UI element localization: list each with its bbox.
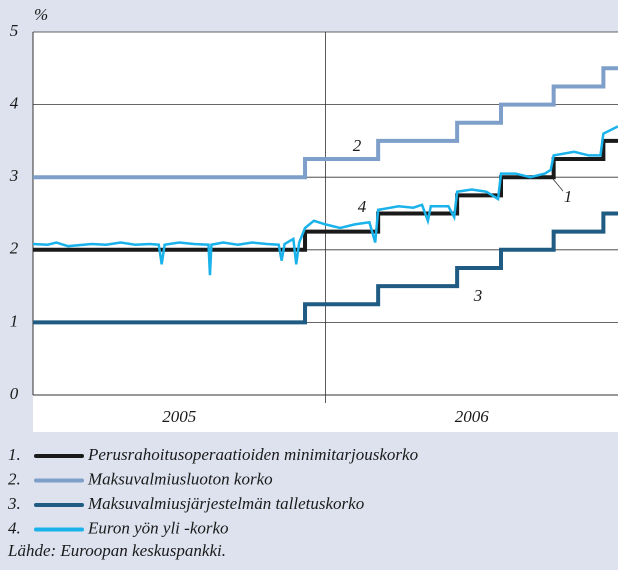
legend-label: Maksuvalmiusluoton korko: [87, 469, 273, 488]
annotation: 2: [353, 136, 362, 155]
y-tick-label: 0: [10, 384, 19, 403]
y-tick-label: 3: [9, 166, 19, 185]
series-line: [33, 211, 618, 325]
source: Lähde: Euroopan keskuspankki.: [7, 541, 226, 560]
series-line: [32, 125, 618, 276]
legend-number: 2.: [8, 469, 21, 488]
annotation: 3: [473, 286, 483, 305]
annotation: 4: [358, 197, 367, 216]
series-line: [33, 66, 618, 180]
series-line: [33, 138, 618, 252]
legend-label: Euron yön yli -korko: [87, 518, 229, 537]
x-tick-label: 2006: [455, 407, 490, 426]
legend-label: Maksuvalmiusjärjestelmän talletuskorko: [87, 494, 364, 513]
legend-label: Perusrahoitusoperaatioiden minimitarjous…: [87, 445, 418, 464]
y-tick-label: 2: [10, 239, 19, 258]
legend-number: 3.: [7, 494, 21, 513]
legend-number: 4.: [8, 518, 21, 537]
y-tick-label: 4: [10, 94, 19, 113]
y-tick-label: 5: [10, 21, 19, 40]
y-tick-label: 1: [10, 311, 19, 330]
leader-line: [552, 178, 564, 192]
annotation: 1: [564, 187, 573, 206]
x-tick-label: 2005: [162, 407, 196, 426]
y-axis-label: %: [34, 5, 48, 24]
legend-number: 1.: [8, 445, 21, 464]
